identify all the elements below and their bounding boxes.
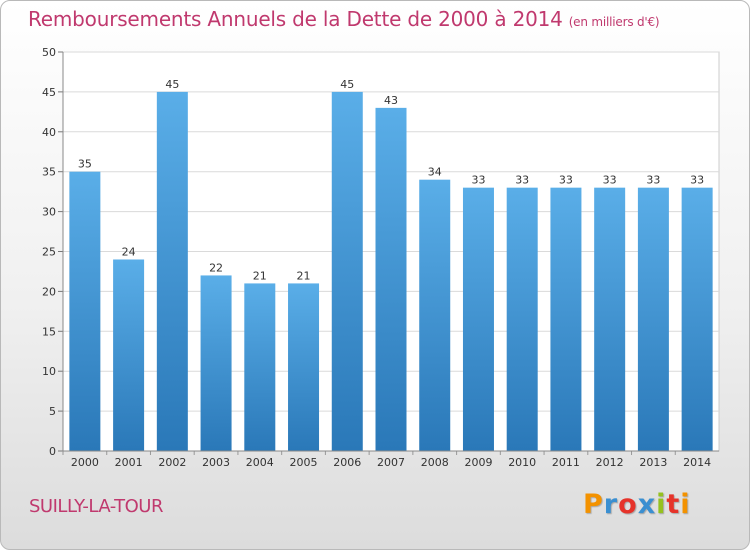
data-label: 24 — [122, 245, 136, 258]
bar — [506, 187, 538, 451]
y-tick-label: 5 — [49, 405, 56, 418]
x-tick-label: 2004 — [246, 456, 274, 469]
x-tick-label: 2008 — [421, 456, 449, 469]
data-label: 33 — [603, 174, 617, 187]
bar — [200, 275, 232, 451]
x-tick-label: 2011 — [552, 456, 580, 469]
logo-letter: x — [637, 489, 657, 520]
data-label: 33 — [646, 174, 660, 187]
data-label: 45 — [165, 78, 179, 91]
bar — [637, 187, 669, 451]
data-label: 33 — [559, 174, 573, 187]
y-tick-label: 50 — [42, 46, 56, 59]
bar — [288, 283, 320, 451]
bar — [681, 187, 713, 451]
bar — [462, 187, 494, 451]
x-tick-label: 2000 — [71, 456, 99, 469]
data-label: 21 — [253, 269, 267, 282]
data-label: 45 — [340, 78, 354, 91]
x-tick-label: 2006 — [333, 456, 361, 469]
bar — [244, 283, 276, 451]
x-tick-label: 2003 — [202, 456, 230, 469]
x-tick-label: 2010 — [508, 456, 536, 469]
logo-letter: i — [680, 489, 691, 520]
data-label: 33 — [515, 174, 529, 187]
logo-letter: i — [656, 489, 667, 520]
data-label: 33 — [471, 174, 485, 187]
bar — [375, 107, 407, 452]
logo-letter: o — [618, 489, 638, 520]
bar — [156, 91, 188, 452]
x-tick-label: 2014 — [683, 456, 711, 469]
y-tick-label: 30 — [42, 206, 56, 219]
data-label: 35 — [78, 158, 92, 171]
y-tick-label: 0 — [49, 445, 56, 458]
y-tick-label: 35 — [42, 166, 56, 179]
logo-letter: P — [583, 489, 604, 520]
bar — [331, 91, 363, 452]
chart-title-text: Remboursements Annuels de la Dette de 20… — [28, 7, 563, 31]
bar — [550, 187, 582, 451]
logo-letter: t — [666, 489, 681, 520]
y-tick-label: 45 — [42, 86, 56, 99]
y-tick-label: 20 — [42, 285, 56, 298]
chart-subtitle: (en milliers d'€) — [568, 15, 660, 29]
data-label: 43 — [384, 94, 398, 107]
proxiti-logo: Proxiti — [583, 489, 691, 520]
bar — [419, 179, 451, 451]
y-tick-label: 10 — [42, 365, 56, 378]
bar — [113, 259, 145, 451]
logo-letter: r — [603, 489, 619, 520]
x-tick-label: 2012 — [596, 456, 624, 469]
bar — [69, 171, 101, 451]
commune-name: SUILLY-LA-TOUR — [29, 496, 163, 517]
x-tick-label: 2009 — [464, 456, 492, 469]
x-tick-label: 2007 — [377, 456, 405, 469]
x-tick-label: 2001 — [115, 456, 143, 469]
bar — [594, 187, 626, 451]
data-label: 33 — [690, 174, 704, 187]
x-tick-label: 2013 — [639, 456, 667, 469]
x-tick-label: 2005 — [290, 456, 318, 469]
data-label: 22 — [209, 261, 223, 274]
y-tick-label: 15 — [42, 325, 56, 338]
data-label: 34 — [428, 166, 442, 179]
x-tick-label: 2002 — [158, 456, 186, 469]
y-tick-label: 25 — [42, 246, 56, 259]
y-tick-label: 40 — [42, 126, 56, 139]
chart-title: Remboursements Annuels de la Dette de 20… — [28, 7, 660, 31]
data-label: 21 — [297, 269, 311, 282]
